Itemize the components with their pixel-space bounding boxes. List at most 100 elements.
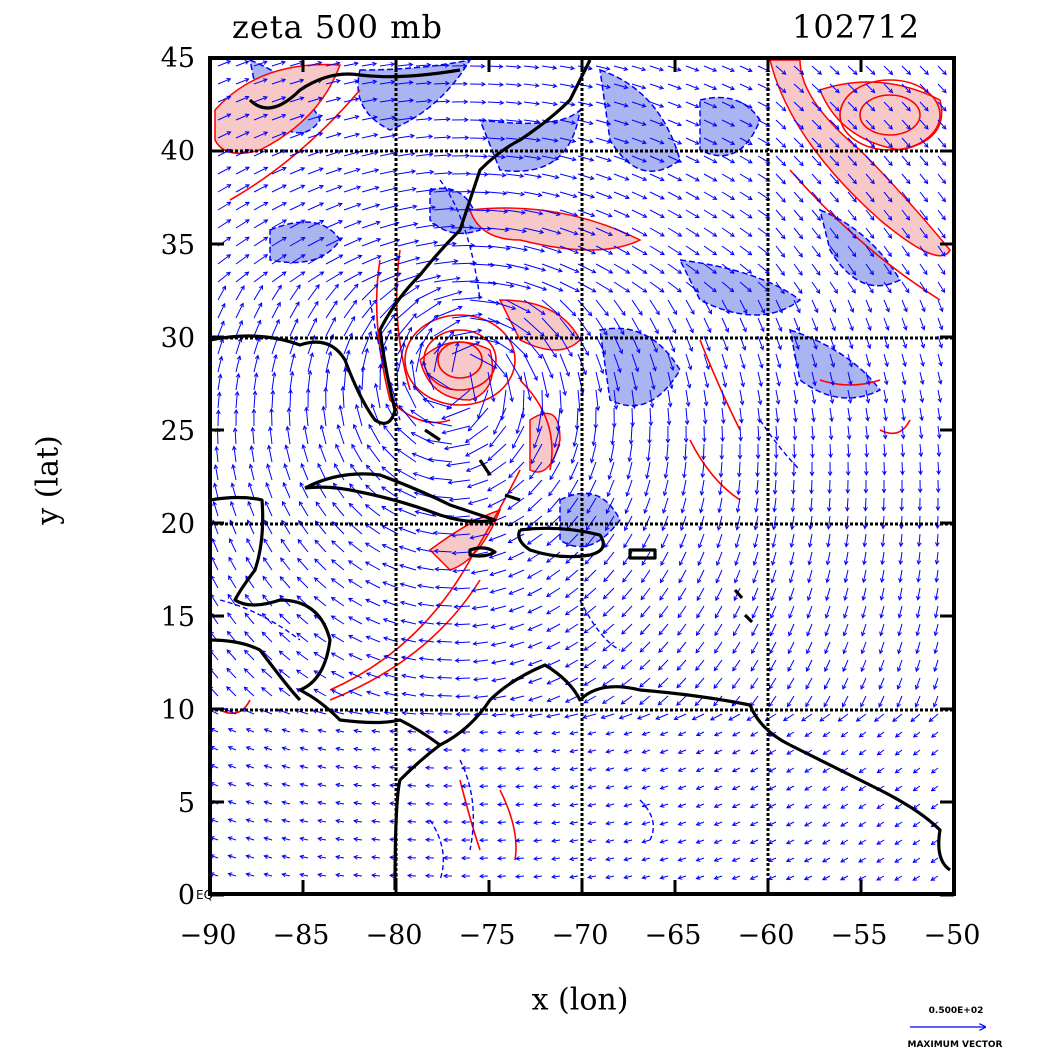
wind-vector-head [546,627,551,632]
wind-vector [624,839,633,843]
wind-vector-head [221,302,226,308]
wind-vector [846,497,849,511]
wind-vector-head [640,595,646,601]
wind-vector-head [260,686,266,692]
wind-vector [307,352,313,373]
wind-vector [325,62,340,67]
wind-vector [246,855,255,859]
wind-vector [603,587,615,600]
wind-vector-head [545,713,551,719]
wind-vector-head [845,507,850,512]
wind-vector [333,483,345,499]
wind-vector [441,407,471,420]
wind-vector [937,371,942,385]
wind-vector-head [623,767,629,772]
wind-vector-head [415,528,421,534]
wind-vector [883,407,887,421]
wind-vector [775,155,786,166]
wind-vector-head [244,131,250,136]
wind-vector [649,137,664,144]
wind-vector-head [905,233,910,239]
wind-vector-head [810,435,816,441]
wind-vector [210,575,219,589]
wind-vector-head [424,729,430,735]
wind-vector-head [229,500,235,506]
wind-vector-head [281,836,287,842]
wind-vector-head [780,271,785,277]
wind-vector-head [418,656,424,661]
wind-vector-head [641,857,647,862]
wind-vector [227,631,237,643]
wind-vector [349,671,363,679]
wind-vector [789,569,795,583]
wind-vector-head [888,179,893,185]
wind-vector [487,119,504,122]
wind-vector-head [923,161,929,167]
wind-vector [877,767,885,774]
wind-vector [811,353,817,368]
wind-vector-head [226,667,231,673]
wind-vector-head [226,649,232,655]
wind-vector [883,335,889,349]
wind-vector [570,857,579,860]
wind-vector-head [264,519,269,525]
wind-vector-head [903,307,908,313]
wind-vector-head [892,717,898,722]
wind-vector [858,821,867,827]
wind-vector [883,299,890,312]
wind-vector-head [335,800,341,806]
wind-vector [277,709,291,715]
wind-vector-head [515,429,521,435]
wind-vector-head [243,668,249,673]
wind-vector-head [637,329,642,335]
wind-vector [382,581,399,589]
wind-vector-head [381,466,387,471]
wind-vector-head [894,786,900,792]
wind-vector-head [900,434,906,440]
wind-vector-head [336,96,342,102]
wind-vector-head [863,470,869,476]
wind-vector-head [829,399,835,405]
wind-vector-head [348,634,354,640]
wind-vector [865,227,875,239]
wind-vector-head [481,99,487,105]
wind-vector [318,819,327,823]
wind-vector-head [371,873,376,878]
wind-vector-head [521,210,526,215]
wind-vector-head [906,143,911,148]
wind-vector [416,529,435,535]
wind-vector [248,482,255,499]
wind-vector [397,81,413,85]
wind-vector-head [739,400,745,406]
wind-vector-head [697,543,703,549]
wind-vector [775,65,786,75]
wind-vector-head [603,560,609,566]
wind-vector [613,371,619,391]
wind-vector [918,551,921,565]
wind-vector [289,371,293,391]
wind-vector [505,155,523,159]
wind-vector-head [716,543,721,549]
wind-vector-head [364,347,369,353]
wind-vector [883,155,893,166]
wind-vector-head [390,62,396,67]
wind-vector [361,186,379,193]
wind-vector-head [365,635,371,640]
wind-vector [491,659,507,664]
wind-vector [901,137,911,148]
wind-vector [829,407,833,422]
wind-vector-head [317,872,323,878]
wind-vector-head [677,803,683,808]
wind-vector-head [525,308,531,314]
wind-vector-head [816,161,822,167]
wind-vector-head [410,432,416,437]
wind-vector [876,875,885,881]
wind-vector [640,587,651,600]
wind-vector-head [211,537,216,543]
wind-vector [883,101,893,112]
wind-vector [595,227,613,236]
wind-vector-head [822,804,828,809]
wind-vector-head [794,381,799,387]
wind-vector [804,857,813,863]
negative-vorticity-fill [248,58,902,548]
